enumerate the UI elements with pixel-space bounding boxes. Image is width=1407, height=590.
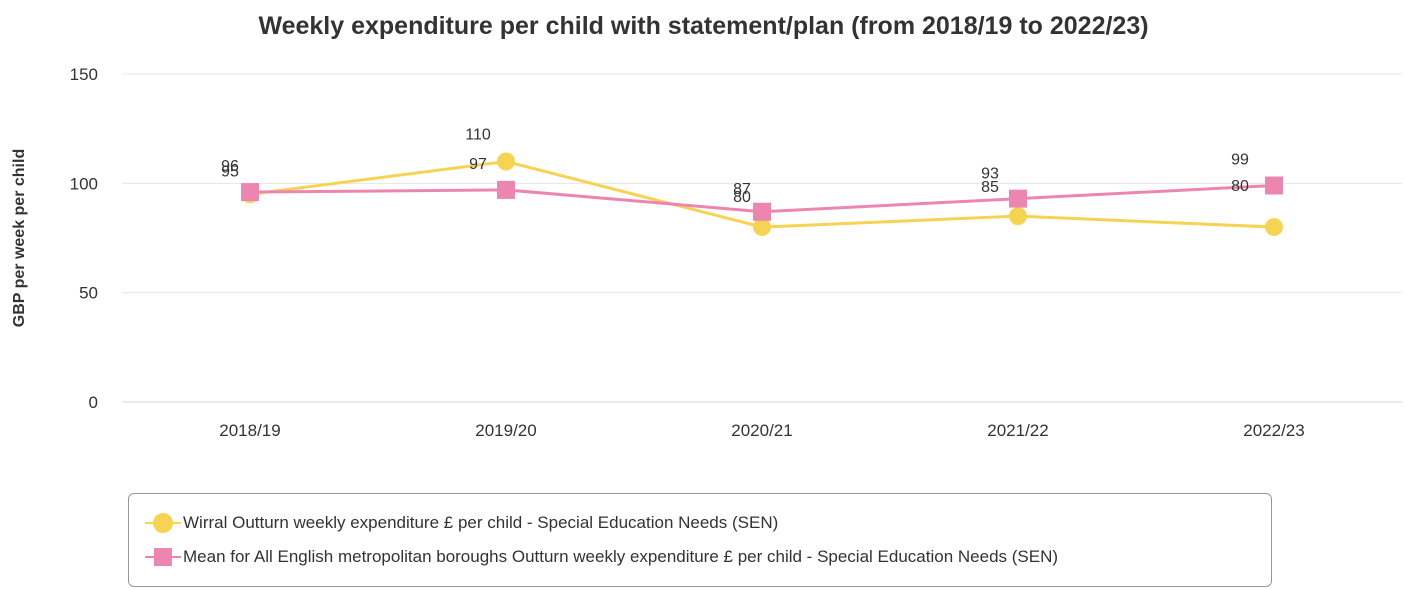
legend-label: Mean for All English metropolitan boroug… [183,547,1059,566]
x-axis: 2018/19 2019/20 2020/21 2021/22 2022/23 [219,421,1304,440]
x-tick-label: 2018/19 [219,421,280,440]
data-label: 80 [733,189,751,206]
chart-title: Weekly expenditure per child with statem… [258,12,1149,40]
data-label: 96 [221,158,239,175]
data-point[interactable] [1265,176,1283,195]
y-tick-label: 100 [70,174,98,193]
data-label: 85 [981,179,999,196]
legend: Wirral Outturn weekly expenditure £ per … [128,493,1272,587]
y-tick-label: 150 [70,65,98,84]
y-tick-label: 50 [79,284,98,303]
data-label: 97 [469,156,487,173]
y-axis: 0 50 100 150 [70,65,98,412]
data-label: 110 [465,126,491,143]
data-labels: 95 110 80 85 80 96 97 87 93 99 [221,126,1249,206]
data-point[interactable] [1009,189,1027,208]
legend-swatch-circle [145,511,181,535]
data-point[interactable] [1009,207,1027,226]
x-tick-label: 2020/21 [731,421,792,440]
data-point[interactable] [753,218,771,237]
data-label: 80 [1231,178,1249,195]
x-tick-label: 2021/22 [987,421,1048,440]
legend-swatch-square [145,545,181,569]
legend-label: Wirral Outturn weekly expenditure £ per … [183,513,779,532]
data-label: 87 [733,181,751,198]
y-axis-title: GBP per week per child [11,149,28,327]
data-point[interactable] [753,202,771,221]
x-tick-label: 2022/23 [1243,421,1304,440]
x-tick-label: 2019/20 [475,421,536,440]
data-label: 99 [1231,152,1249,169]
data-point[interactable] [497,180,515,199]
data-point[interactable] [241,183,259,202]
y-tick-label: 0 [89,393,98,412]
data-point[interactable] [497,152,515,171]
grid [122,73,1402,403]
data-point[interactable] [1265,218,1283,237]
legend-item-series-2[interactable]: Mean for All English metropolitan boroug… [129,540,1271,574]
series-layer [241,152,1283,237]
data-label: 93 [981,166,999,183]
data-label: 95 [221,163,239,180]
legend-item-series-1[interactable]: Wirral Outturn weekly expenditure £ per … [129,506,1271,540]
